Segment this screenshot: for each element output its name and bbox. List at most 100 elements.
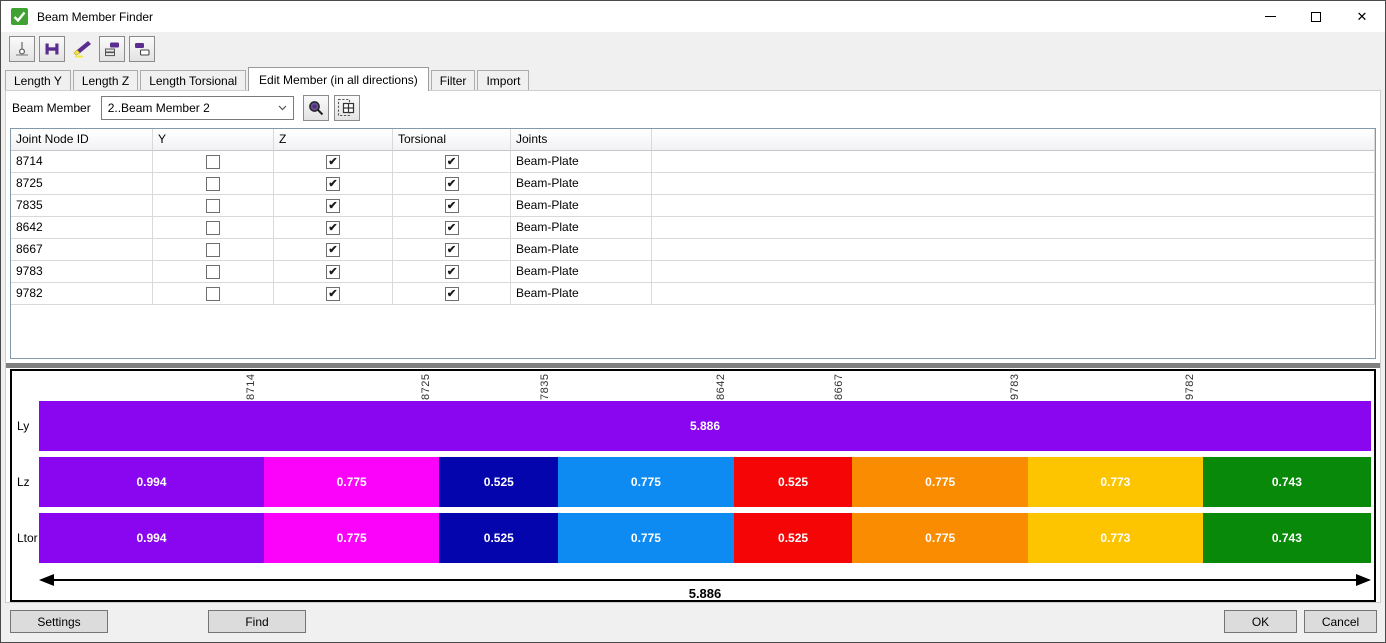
cell-joint-node-id[interactable]: 7835 [11,195,153,217]
cell-z-checkbox[interactable]: ✔ [274,261,393,283]
column-header-joints[interactable]: Joints [511,129,652,151]
cell-joint-node-id[interactable]: 8642 [11,217,153,239]
torsional-checkbox[interactable]: ✔ [444,154,459,169]
beam-member-combobox[interactable]: 2..Beam Member 2 [100,95,294,120]
cell-joints[interactable]: Beam-Plate [511,151,652,173]
cell-joint-node-id[interactable]: 9782 [11,283,153,305]
title-bar: Beam Member Finder ✕ [1,1,1385,32]
column-header-z[interactable]: Z [274,129,393,151]
cell-y-checkbox[interactable] [153,173,274,195]
column-header-joint-node-id[interactable]: Joint Node ID [11,129,153,151]
cell-z-checkbox[interactable]: ✔ [274,217,393,239]
cell-y-checkbox[interactable] [153,217,274,239]
z-checkbox[interactable]: ✔ [326,220,340,235]
z-checkbox[interactable]: ✔ [326,176,340,191]
cell-z-checkbox[interactable]: ✔ [274,283,393,305]
z-checkbox[interactable]: ✔ [326,264,340,279]
chart-segment: 5.886 [39,401,1371,451]
chart-segment: 0.743 [1202,457,1371,507]
torsional-checkbox[interactable]: ✔ [444,264,459,279]
beam-section-tool-button[interactable] [39,36,65,62]
y-checkbox[interactable] [206,286,220,301]
find-button[interactable]: Find [208,610,306,633]
cell-z-checkbox[interactable]: ✔ [274,239,393,261]
torsional-checkbox[interactable]: ✔ [444,198,459,213]
tab-length-z[interactable]: Length Z [72,70,139,90]
cell-torsional-checkbox[interactable]: ✔ [393,261,511,283]
search-icon [308,100,323,115]
search-button[interactable] [302,94,329,121]
y-checkbox[interactable] [206,242,220,257]
cell-joints[interactable]: Beam-Plate [511,195,652,217]
cell-joints[interactable]: Beam-Plate [511,173,652,195]
maximize-button[interactable] [1293,1,1339,32]
cancel-button[interactable]: Cancel [1304,610,1377,633]
tab-filter[interactable]: Filter [430,70,476,90]
cell-joint-node-id[interactable]: 9783 [11,261,153,283]
settings-button[interactable]: Settings [10,610,108,633]
copy-stack-tool-button[interactable] [99,36,125,62]
y-checkbox[interactable] [206,198,220,213]
highlight-brush-tool-button[interactable] [69,36,95,62]
cell-z-checkbox[interactable]: ✔ [274,195,393,217]
tab-bar: Length Y Length Z Length Torsional Edit Mem… [5,66,1381,91]
select-from-table-button[interactable] [333,94,360,121]
cell-joints[interactable]: Beam-Plate [511,239,652,261]
cell-filler [652,151,1375,173]
cell-y-checkbox[interactable] [153,195,274,217]
cell-y-checkbox[interactable] [153,283,274,305]
cell-joints[interactable]: Beam-Plate [511,217,652,239]
close-button[interactable]: ✕ [1339,1,1385,32]
cell-torsional-checkbox[interactable]: ✔ [393,217,511,239]
arrowhead-right-icon [1356,574,1371,586]
minimize-button[interactable] [1247,1,1293,32]
chart-row-label-ltor: Ltor [17,531,38,545]
cell-y-checkbox[interactable] [153,151,274,173]
column-header-torsional[interactable]: Torsional [393,129,511,151]
tab-length-torsional[interactable]: Length Torsional [140,70,247,90]
tab-import[interactable]: Import [477,70,530,90]
chart-row-ltor: Ltor 0.994 0.775 0.525 0.775 0.525 0.775 0.773 0… [12,513,1371,563]
y-checkbox[interactable] [206,264,220,279]
cell-y-checkbox[interactable] [153,261,274,283]
torsional-checkbox[interactable]: ✔ [444,242,459,257]
y-checkbox[interactable] [206,154,220,169]
maximize-icon [1311,11,1321,22]
joint-node-tool-button[interactable] [9,36,35,62]
z-checkbox[interactable]: ✔ [326,198,340,213]
total-length-zone: 5.886 [39,573,1371,600]
joints-table[interactable]: Joint Node ID Y Z Torsional Joints 8714 ✔ ✔ Beam… [10,128,1376,359]
cell-torsional-checkbox[interactable]: ✔ [393,173,511,195]
cell-torsional-checkbox[interactable]: ✔ [393,151,511,173]
tab-length-y[interactable]: Length Y [5,70,71,90]
cell-joint-node-id[interactable]: 8667 [11,239,153,261]
cell-joints[interactable]: Beam-Plate [511,283,652,305]
cell-torsional-checkbox[interactable]: ✔ [393,195,511,217]
cell-torsional-checkbox[interactable]: ✔ [393,239,511,261]
table-select-icon [338,98,355,117]
cell-y-checkbox[interactable] [153,239,274,261]
torsional-checkbox[interactable]: ✔ [444,286,459,301]
torsional-checkbox[interactable]: ✔ [444,220,459,235]
cell-joint-node-id[interactable]: 8725 [11,173,153,195]
tab-edit-member-in-all-directions[interactable]: Edit Member (in all directions) [248,67,429,91]
z-checkbox[interactable]: ✔ [326,242,340,257]
cell-joints[interactable]: Beam-Plate [511,261,652,283]
ok-button[interactable]: OK [1224,610,1297,633]
chart-segment: 0.525 [439,457,559,507]
cell-z-checkbox[interactable]: ✔ [274,151,393,173]
boundary-label-8642: 8642 [714,373,727,400]
chart-row-lz: Lz 0.994 0.775 0.525 0.775 0.525 0.775 0.773 0.7… [12,457,1371,507]
cell-torsional-checkbox[interactable]: ✔ [393,283,511,305]
cell-joint-node-id[interactable]: 8714 [11,151,153,173]
column-header-y[interactable]: Y [153,129,274,151]
y-checkbox[interactable] [206,176,220,191]
splitter-handle[interactable] [6,363,1380,368]
cell-z-checkbox[interactable]: ✔ [274,173,393,195]
chart-bar-ltor: 0.994 0.775 0.525 0.775 0.525 0.775 0.773 0.743 [39,513,1371,563]
z-checkbox[interactable]: ✔ [326,286,340,301]
torsional-checkbox[interactable]: ✔ [444,176,459,191]
z-checkbox[interactable]: ✔ [326,154,340,169]
y-checkbox[interactable] [206,220,220,235]
copy-member-tool-button[interactable] [129,36,155,62]
